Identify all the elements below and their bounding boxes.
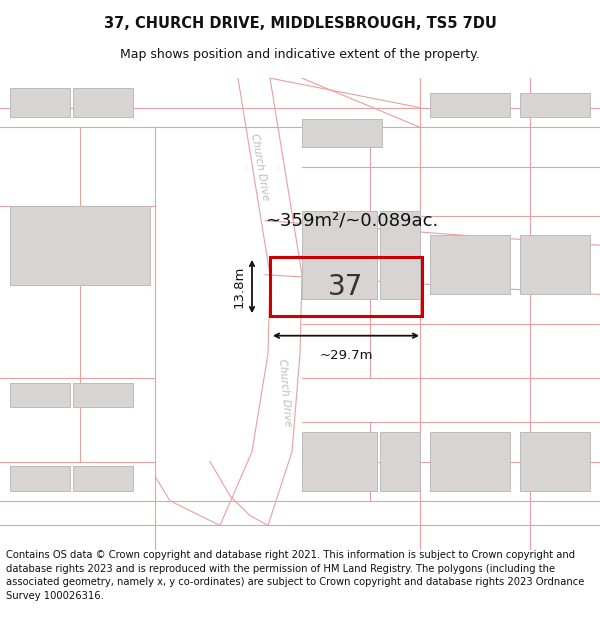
Bar [73,88,133,118]
Bar [10,466,70,491]
Text: ~29.7m: ~29.7m [319,349,373,362]
Bar [73,383,133,408]
Text: ~359m²/~0.089ac.: ~359m²/~0.089ac. [265,211,438,229]
Bar [520,432,590,491]
Text: Map shows position and indicative extent of the property.: Map shows position and indicative extent… [120,48,480,61]
Bar [380,432,420,491]
Text: Contains OS data © Crown copyright and database right 2021. This information is : Contains OS data © Crown copyright and d… [6,550,584,601]
Bar [520,93,590,118]
Bar [10,206,150,284]
Bar [302,119,382,147]
Bar [10,88,70,118]
Text: 13.8m: 13.8m [233,266,246,308]
Text: 37: 37 [328,272,364,301]
Bar [430,236,510,294]
Bar [430,432,510,491]
Bar [73,466,133,491]
Bar [10,383,70,408]
Text: Church Drive: Church Drive [249,132,271,201]
Text: Church Drive: Church Drive [277,358,293,427]
Bar [270,257,422,316]
Bar [520,236,590,294]
Bar [302,211,377,299]
Bar [302,432,377,491]
Bar [380,211,420,299]
Text: 37, CHURCH DRIVE, MIDDLESBROUGH, TS5 7DU: 37, CHURCH DRIVE, MIDDLESBROUGH, TS5 7DU [104,16,496,31]
Bar [430,93,510,118]
